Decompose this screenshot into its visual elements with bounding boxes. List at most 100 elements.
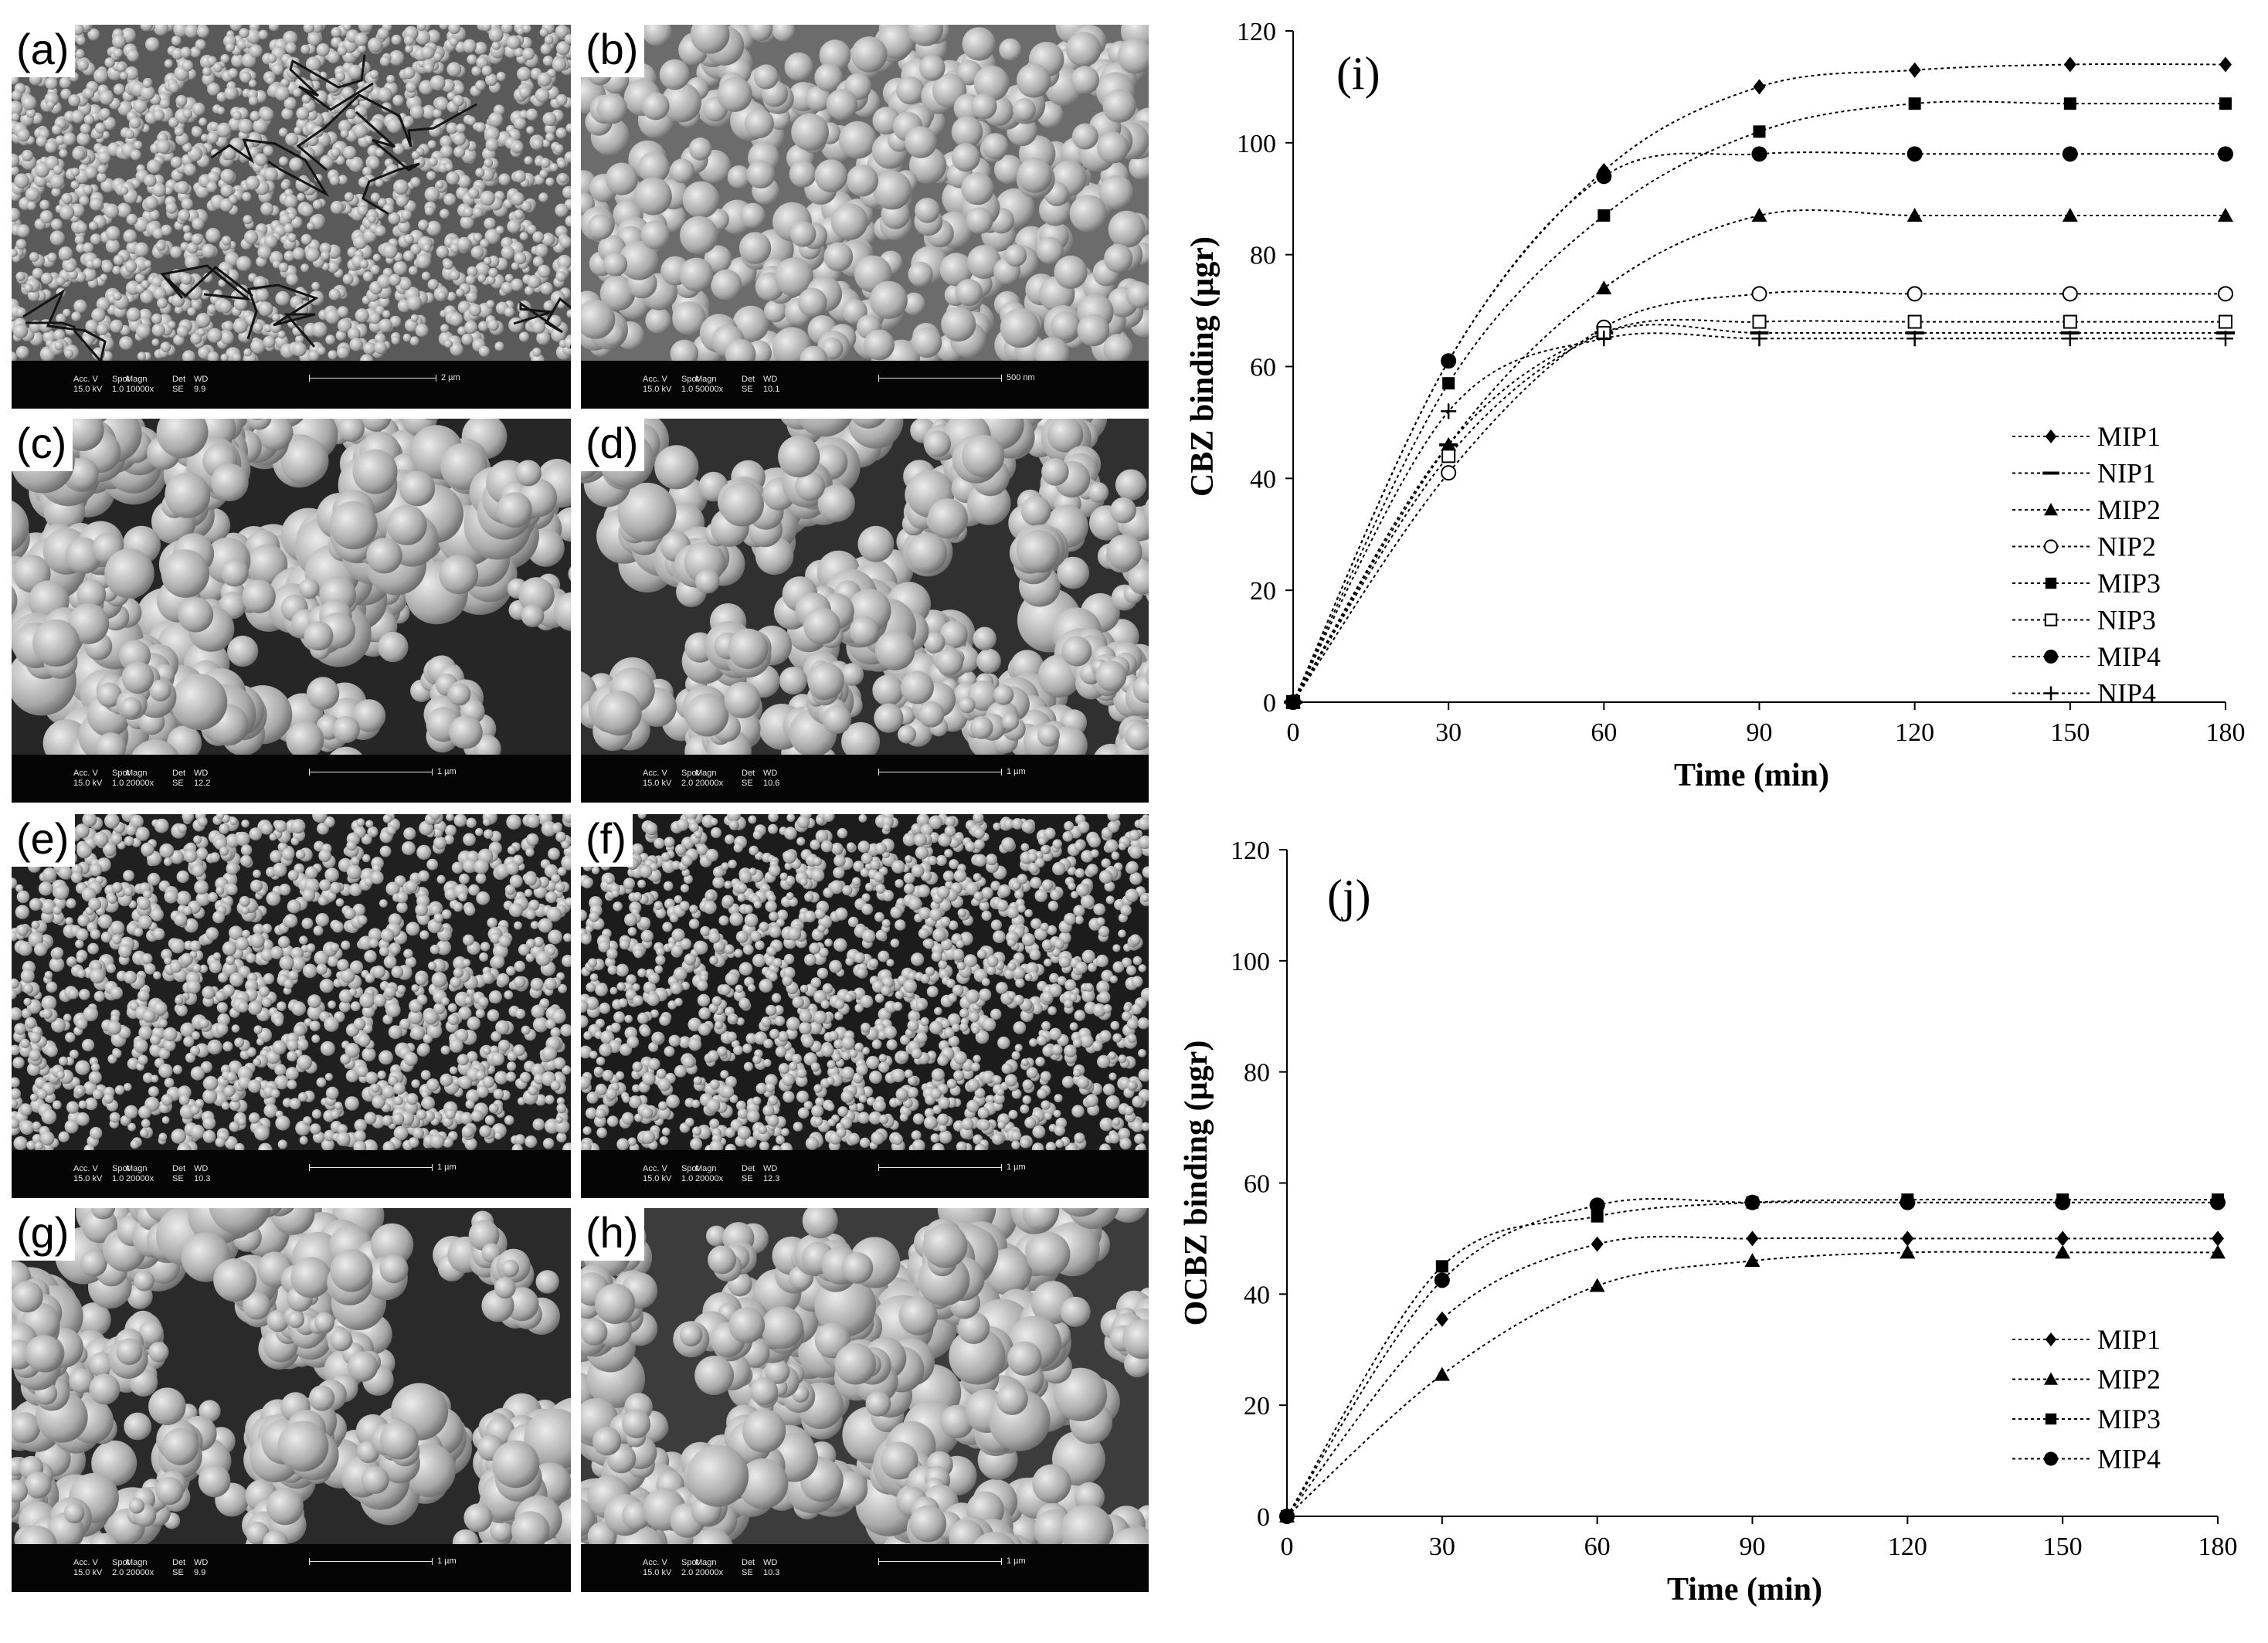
- series-line: [1286, 1198, 2218, 1517]
- x-tick-label: 180: [2198, 1533, 2238, 1561]
- scale-bar-label: 1 µm: [437, 767, 457, 776]
- sem-spot-field: Spot 1.0: [112, 769, 130, 788]
- scale-bar-label: 1 µm: [1007, 767, 1026, 776]
- sem-det-field: Det SE: [172, 769, 186, 788]
- data-point: [2055, 1244, 2071, 1259]
- data-point: [1434, 1272, 1450, 1288]
- series-nip1: [1284, 324, 2235, 704]
- sem-wd-field: WD 12.2: [194, 769, 211, 788]
- series-nip2: [1285, 286, 2233, 710]
- data-point: [1901, 1231, 1914, 1247]
- sem-det-field: Det SE: [742, 1164, 755, 1183]
- legend-marker: [2043, 539, 2059, 554]
- data-point: [2218, 146, 2233, 162]
- legend-item: NIP4: [2012, 678, 2156, 709]
- sem-info-bar: Acc. V 15.0 kV Spot 1.0 Magn 20000x Det SE WD 10.…: [12, 1150, 571, 1198]
- sem-acc-field: Acc. V 15.0 kV: [643, 769, 672, 788]
- data-point: [1908, 97, 1921, 110]
- sem-micrograph-a: [12, 25, 571, 409]
- y-tick-label: 0: [1257, 1503, 1270, 1532]
- sem-wd-field: WD 9.9: [194, 375, 209, 394]
- x-tick-label: 90: [1747, 718, 1773, 747]
- chart-axes: 0 30 60 90 120 150 180 0 20 40 60 80 100 120: [1231, 837, 2238, 1561]
- data-point: [1753, 125, 1766, 138]
- data-point: [1900, 1244, 1916, 1259]
- data-point: [2062, 146, 2078, 162]
- legend-marker: [2045, 429, 2057, 443]
- data-point: [1279, 1509, 1295, 1524]
- scale-bar: [878, 375, 1002, 382]
- y-axis-title: OCBZ binding (µgr): [1179, 1040, 1214, 1326]
- legend-marker: [2044, 650, 2058, 664]
- sem-micrograph-h: [581, 1208, 1149, 1592]
- sem-wd-field: WD 9.9: [194, 1558, 209, 1577]
- data-point: [1441, 353, 1457, 369]
- chart-panel-label: (i): [1336, 48, 1380, 99]
- sem-acc-field: Acc. V 15.0 kV: [643, 1164, 672, 1183]
- series-mip4: [1279, 1194, 2226, 1524]
- data-point: [1900, 1194, 1916, 1210]
- sem-det-field: Det SE: [742, 769, 755, 788]
- chart-axes: 0 30 60 90 120 150 180 0 20 40 60 80 100 120: [1237, 18, 2246, 747]
- data-point: [1746, 1231, 1759, 1247]
- data-point: [1906, 286, 1923, 302]
- legend-label: NIP1: [2097, 458, 2156, 489]
- y-tick-label: 100: [1237, 130, 1276, 158]
- sem-det-field: Det SE: [172, 1558, 186, 1577]
- sem-info-bar: Acc. V 15.0 kV Spot 1.0 Magn 20000x Det SE WD 12.…: [581, 1150, 1149, 1198]
- data-point: [1596, 168, 1612, 185]
- x-tick-label: 0: [1287, 718, 1300, 747]
- sem-micrograph-g: [12, 1208, 571, 1592]
- data-point: [2063, 314, 2077, 329]
- data-point: [1589, 1278, 1605, 1292]
- sem-info-bar: Acc. V 15.0 kV Spot 1.0 Magn 20000x Det SE WD 12.…: [12, 755, 571, 803]
- data-point: [2219, 97, 2232, 110]
- sem-spot-field: Spot 2.0: [681, 1558, 699, 1577]
- scale-bar: [309, 1164, 433, 1171]
- legend-item: MIP1: [2012, 421, 2161, 452]
- sem-spot-field: Spot 1.0: [112, 375, 130, 394]
- data-point: [1907, 314, 1922, 329]
- legend-item: MIP3: [2012, 1404, 2161, 1434]
- sem-info-bar: Acc. V 15.0 kV Spot 2.0 Magn 20000x Det SE WD 9.9…: [12, 1544, 571, 1592]
- sem-acc-field: Acc. V 15.0 kV: [643, 1558, 672, 1577]
- legend-label: MIP2: [2097, 1364, 2161, 1395]
- scale-bar-label: 1 µm: [437, 1556, 457, 1566]
- x-tick-label: 150: [2043, 1533, 2083, 1561]
- panel-label-b: (b): [581, 25, 645, 77]
- panel-label-e: (e): [12, 814, 76, 867]
- sem-det-field: Det SE: [172, 375, 186, 394]
- sem-panel-a: Acc. V 15.0 kV Spot 1.0 Magn 10000x Det SE WD 9.9…: [12, 25, 571, 409]
- legend-label: NIP2: [2097, 531, 2156, 562]
- data-point: [1597, 209, 1611, 222]
- legend-item: NIP1: [2012, 458, 2156, 489]
- chart-panel-label: (j): [1327, 871, 1371, 922]
- series-nip3: [1286, 314, 2232, 709]
- y-tick-label: 20: [1244, 1392, 1270, 1421]
- y-tick-label: 60: [1244, 1170, 1270, 1199]
- x-tick-label: 30: [1435, 718, 1462, 747]
- legend-label: MIP1: [2097, 1324, 2161, 1355]
- y-tick-label: 80: [1250, 242, 1276, 270]
- sem-spot-field: Spot 1.0: [681, 1164, 699, 1183]
- scale-bar: [878, 1558, 1002, 1565]
- sem-wd-field: WD 10.6: [763, 769, 780, 788]
- data-point: [1285, 694, 1301, 710]
- sem-info-bar: Acc. V 15.0 kV Spot 1.0 Magn 10000x Det SE WD 9.9…: [12, 361, 571, 409]
- sem-panel-h: Acc. V 15.0 kV Spot 2.0 Magn 20000x Det SE WD 10.…: [581, 1208, 1149, 1592]
- series-mip4: [1285, 146, 2233, 710]
- data-point: [1906, 146, 1923, 162]
- y-tick-label: 60: [1250, 354, 1276, 382]
- scale-bar-label: 1 µm: [1007, 1556, 1026, 1566]
- scale-bar: [309, 1558, 433, 1565]
- sem-magn-field: Magn 20000x: [126, 769, 154, 788]
- series-line: [1292, 100, 2226, 703]
- data-point: [1744, 1253, 1760, 1268]
- sem-info-bar: Acc. V 15.0 kV Spot 2.0 Magn 20000x Det SE WD 10.…: [581, 1544, 1149, 1592]
- sem-micrograph-c: [12, 419, 571, 803]
- data-point: [2218, 331, 2233, 347]
- x-axis-title: Time (min): [1674, 758, 1829, 793]
- data-point: [2063, 56, 2076, 73]
- series-line: [1292, 290, 2226, 703]
- series-mip2: [1285, 207, 2233, 708]
